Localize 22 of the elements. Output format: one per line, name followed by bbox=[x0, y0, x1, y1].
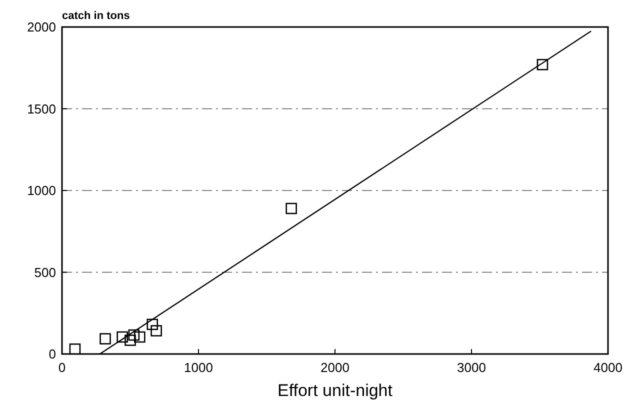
point bbox=[124, 334, 136, 346]
point bbox=[116, 331, 128, 343]
point bbox=[150, 325, 162, 336]
y-tick-label: 2000 bbox=[27, 20, 56, 35]
x-tick-label: 0 bbox=[58, 360, 66, 375]
y-tick-label: 0 bbox=[48, 346, 56, 362]
x-tick-label: 3000 bbox=[457, 360, 486, 375]
point bbox=[134, 331, 146, 343]
y-axis-title: catch in tons bbox=[62, 10, 130, 22]
point bbox=[100, 333, 111, 344]
y-tick-label: 1500 bbox=[27, 101, 56, 116]
point bbox=[536, 58, 548, 70]
x-axis-title: Effort unit-night bbox=[278, 381, 393, 400]
point bbox=[69, 343, 81, 354]
x-tick-label: 1000 bbox=[184, 360, 213, 375]
point bbox=[146, 318, 158, 330]
x-tick-label: 4000 bbox=[594, 360, 622, 375]
point bbox=[286, 202, 297, 214]
point bbox=[128, 329, 140, 341]
y-tick-label: 500 bbox=[34, 264, 56, 280]
x-tick-label: 2000 bbox=[320, 360, 350, 375]
y-tick-label: 1000 bbox=[27, 183, 56, 198]
